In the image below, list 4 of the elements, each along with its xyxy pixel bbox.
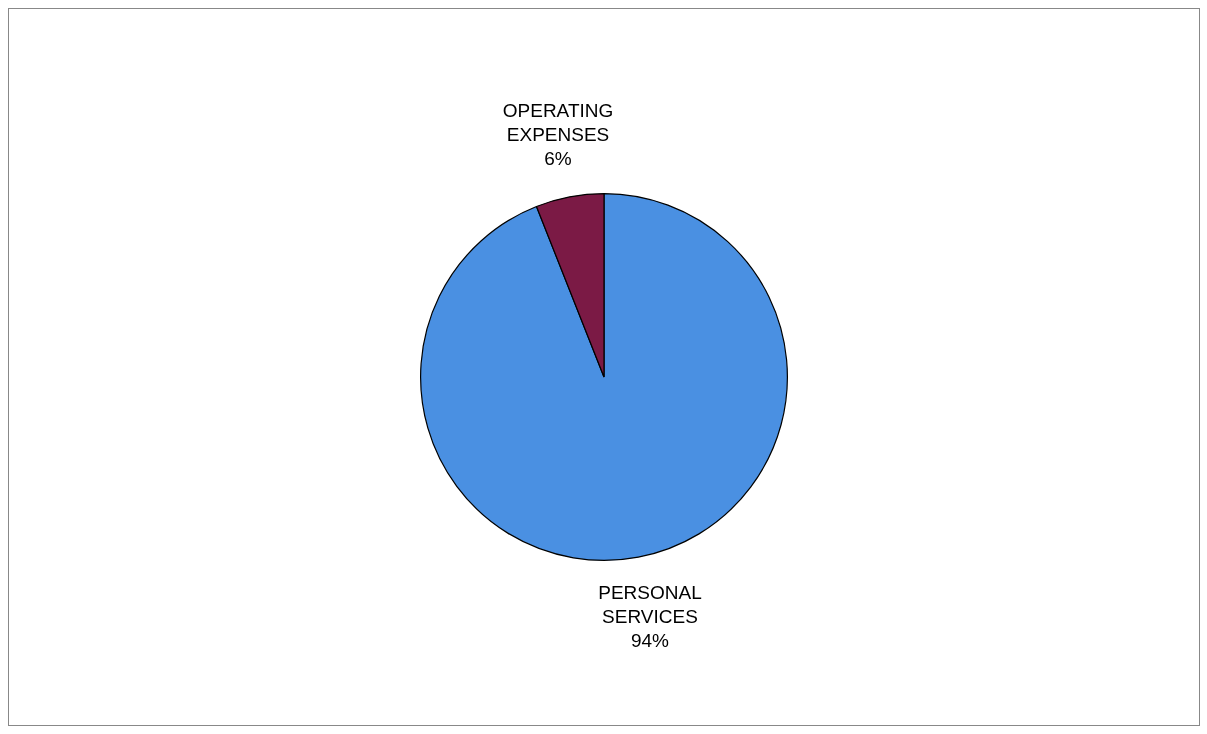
data-label: 94% <box>630 630 670 652</box>
slice-label: OPERATING EXPENSES <box>502 100 614 146</box>
data-label: 6% <box>544 148 572 170</box>
slice-label: PERSONAL SERVICES <box>598 582 702 628</box>
